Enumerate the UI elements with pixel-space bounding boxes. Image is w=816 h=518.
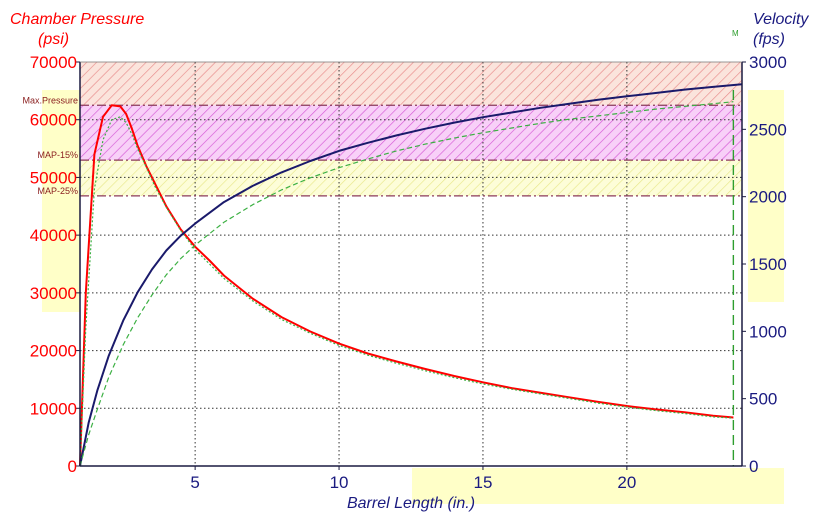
reference-label: MAP-15% [37, 150, 78, 160]
x-tick-label: 15 [473, 473, 492, 492]
y-left-tick-label: 40000 [30, 226, 77, 245]
x-tick-label: 10 [330, 473, 349, 492]
x-tick-label: 20 [617, 473, 636, 492]
bottom-axis-band [412, 468, 784, 504]
overpressure-zone [80, 62, 742, 106]
grid [80, 62, 742, 466]
y-right-tick-label: 1500 [749, 255, 787, 274]
tick-labels: 0 10000 20000 30000 40000 50000 60000 70000 0 500… [30, 53, 787, 492]
axes [76, 61, 746, 470]
y-right-tick-label: 3000 [749, 53, 787, 72]
x-tick-label: 5 [190, 473, 199, 492]
y-left-tick-label: 10000 [30, 399, 77, 418]
reference-label: MAP-25% [37, 186, 78, 196]
y-left-tick-label: 50000 [30, 168, 77, 187]
y-left-tick-label: 30000 [30, 284, 77, 303]
y-right-tick-label: 1000 [749, 322, 787, 341]
left-axis-band [42, 90, 80, 312]
y-left-tick-label: 20000 [30, 342, 77, 361]
reference-label: Max.Pressure [22, 95, 78, 105]
y-right-tick-label: 0 [749, 457, 758, 476]
right-axis-band [748, 90, 784, 302]
reference-labels: Max.Pressure MAP-15% MAP-25% [22, 95, 78, 196]
velocity-curve [79, 83, 743, 467]
map-25-zone [80, 160, 742, 196]
y-left-tick-label: 70000 [30, 53, 77, 72]
y-right-tick-label: 2000 [749, 188, 787, 207]
left-axis-unit: (psi) [38, 31, 69, 48]
reference-lines [80, 90, 742, 466]
y-left-tick-label: 0 [68, 457, 77, 476]
y-right-tick-label: 500 [749, 390, 777, 409]
right-axis-unit: (fps) [753, 31, 785, 48]
velocity-reference-curve [79, 101, 734, 467]
x-axis-title: Barrel Length (in.) [347, 495, 475, 512]
series-group [79, 83, 743, 467]
pressure-curve [79, 104, 734, 467]
y-left-tick-label: 60000 [30, 111, 77, 130]
pressure-reference-curve [79, 116, 734, 467]
muzzle-marker-label: M [732, 29, 739, 38]
y-right-tick-label: 2500 [749, 120, 787, 139]
left-axis-title: Chamber Pressure [10, 11, 144, 28]
right-axis-title: Velocity [753, 11, 809, 28]
